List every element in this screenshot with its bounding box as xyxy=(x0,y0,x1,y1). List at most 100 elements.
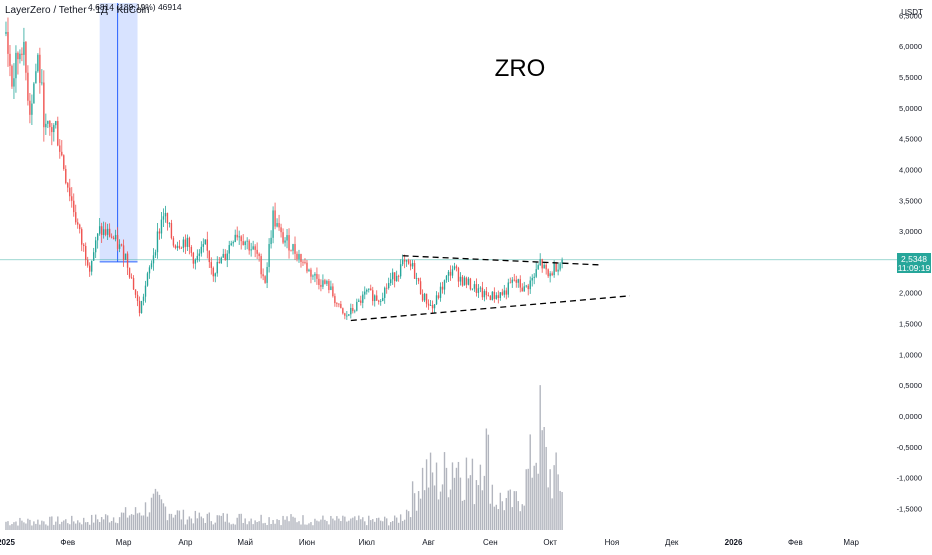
candle-body xyxy=(320,284,322,287)
candle-body xyxy=(134,289,137,295)
candle-body xyxy=(23,41,25,55)
trendline-lower-support[interactable] xyxy=(350,295,630,322)
candle-body xyxy=(421,294,424,301)
volume-bar xyxy=(553,465,555,530)
candle-body xyxy=(391,272,394,280)
volume-bar xyxy=(491,484,494,530)
volume-bar xyxy=(132,514,135,530)
volume-bar xyxy=(489,503,492,530)
candle-body xyxy=(37,54,39,72)
y-tick-label: 0,0000 xyxy=(899,412,922,421)
candle-body xyxy=(232,242,234,244)
candle-body xyxy=(280,227,282,233)
candle-body xyxy=(226,253,228,260)
candle-body xyxy=(212,267,214,277)
volume-bar xyxy=(479,464,482,530)
volume-bar xyxy=(409,517,412,530)
volume-bar xyxy=(17,525,19,530)
volume-bar xyxy=(342,515,344,530)
x-tick-label: Июн xyxy=(299,538,315,547)
time-axis[interactable]: 2025 Фев Мар Апр Май Июн Июл Авг Сен Окт Ноя Дек 202… xyxy=(0,538,860,547)
y-tick-label: 4,0000 xyxy=(899,165,922,174)
y-tick-label: 0,5000 xyxy=(899,381,922,390)
y-tick-label: -1,5000 xyxy=(897,504,922,513)
volume-bar xyxy=(513,491,515,530)
candle-body xyxy=(284,240,286,243)
x-tick-label: Дек xyxy=(665,538,679,547)
candle-body xyxy=(302,261,304,263)
volume-bar xyxy=(346,521,348,530)
candle-body xyxy=(104,229,107,235)
candle-body xyxy=(322,280,324,287)
volume-bar xyxy=(134,507,137,530)
candle-body xyxy=(112,237,115,240)
candle-body xyxy=(29,100,31,115)
volume-bar xyxy=(230,524,232,530)
volume-bar xyxy=(274,523,276,530)
volume-bar xyxy=(102,519,105,530)
y-tick-label: 3,0000 xyxy=(899,227,922,236)
candle-body xyxy=(182,239,185,248)
volume-bar xyxy=(437,499,440,530)
volume-bar xyxy=(164,506,167,530)
volume-bar xyxy=(9,525,11,530)
measure-range-box[interactable] xyxy=(99,3,138,262)
candle-body xyxy=(372,290,374,302)
candle-body xyxy=(202,244,205,247)
candle-body xyxy=(431,305,434,309)
volume-bar xyxy=(124,507,127,530)
candle-body xyxy=(525,285,527,287)
candle-body xyxy=(15,52,17,79)
candle-body xyxy=(350,307,352,315)
volume-bar xyxy=(477,485,480,530)
candle-body xyxy=(198,253,201,256)
volume-bar xyxy=(515,491,517,530)
volume-bar xyxy=(89,524,91,530)
volume-bar xyxy=(250,518,252,530)
volume-bar xyxy=(503,510,506,530)
volume-bar xyxy=(372,519,374,530)
candle-body xyxy=(443,280,446,290)
volume-bar xyxy=(316,520,318,530)
candle-body xyxy=(132,278,135,290)
candle-body xyxy=(148,267,151,274)
volume-bar xyxy=(114,522,117,530)
candle-body xyxy=(547,269,549,277)
volume-bar xyxy=(23,522,25,530)
candle-body xyxy=(487,295,490,297)
volume-bar xyxy=(83,517,85,530)
candle-body xyxy=(170,223,173,239)
currency-label: USDT xyxy=(901,8,923,17)
candle-body xyxy=(136,294,139,301)
trendlines-layer[interactable] xyxy=(350,255,630,322)
volume-bar xyxy=(120,512,123,530)
volume-bar xyxy=(85,522,87,530)
volume-bar xyxy=(362,517,364,530)
volume-bar xyxy=(497,509,500,530)
candle-body xyxy=(87,259,89,266)
volume-bar xyxy=(467,478,470,530)
candle-body xyxy=(561,259,563,264)
chart-symbol-title[interactable]: LayerZero / Tether · 1Д · KuCoin xyxy=(5,5,149,16)
volume-bar xyxy=(380,520,382,530)
candle-body xyxy=(298,254,300,260)
volume-bar xyxy=(188,516,191,530)
candle-body xyxy=(481,287,484,298)
candle-body xyxy=(537,265,539,270)
volume-bar xyxy=(152,493,155,530)
volume-bar xyxy=(356,520,358,530)
volume-bar xyxy=(411,481,414,530)
volume-bar xyxy=(15,521,17,530)
trendline-upper-resistance[interactable] xyxy=(402,255,603,266)
candle-body xyxy=(79,224,81,230)
volume-bar xyxy=(376,518,378,530)
x-tick-label: Ноя xyxy=(605,538,620,547)
x-tick-label: Мар xyxy=(843,538,859,547)
volume-bar xyxy=(449,489,452,530)
volume-bar xyxy=(106,515,109,530)
volume-bar xyxy=(391,521,394,530)
candle-body xyxy=(160,219,163,234)
candle-body xyxy=(401,259,404,265)
